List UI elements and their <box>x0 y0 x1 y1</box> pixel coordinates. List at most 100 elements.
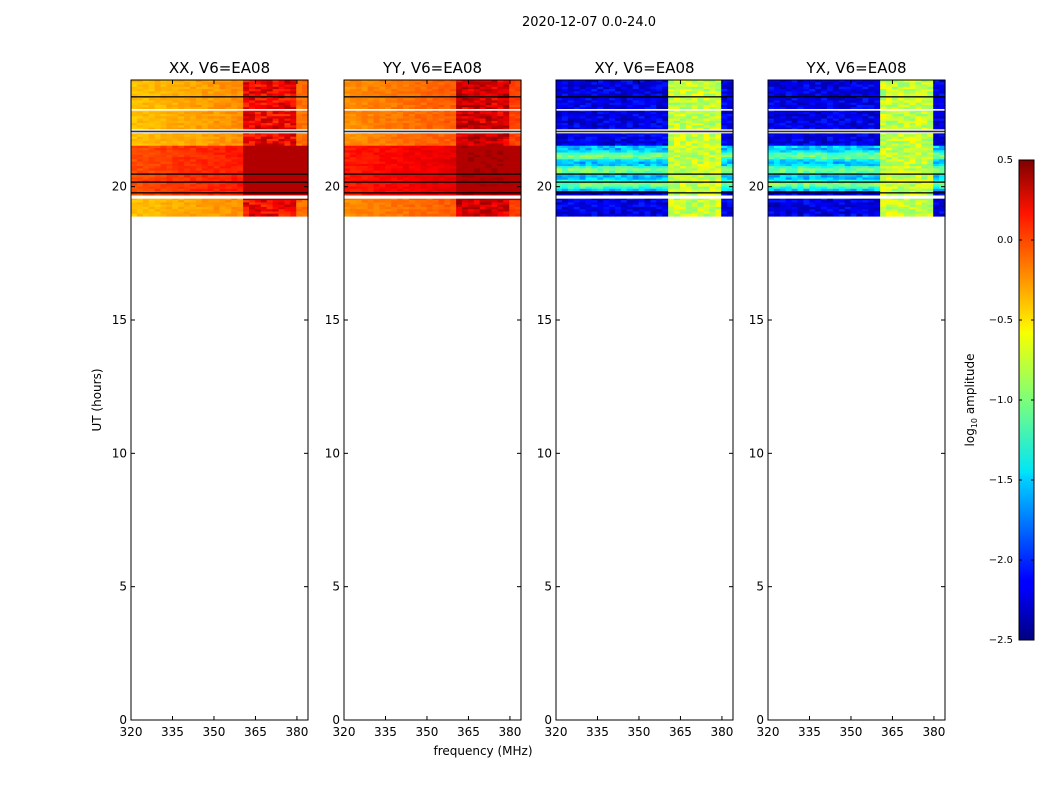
heatmap-cell <box>290 125 297 129</box>
heatmap-cell <box>184 168 191 172</box>
heatmap-cell <box>213 209 221 213</box>
heatmap-cell <box>609 175 616 179</box>
heatmap-cell <box>260 127 268 131</box>
heatmap-cell <box>219 211 226 215</box>
heatmap-cell <box>272 150 280 154</box>
heatmap-cell <box>160 211 167 215</box>
heatmap-cell <box>620 89 628 92</box>
heatmap-cell <box>432 107 439 111</box>
heatmap-cell <box>160 138 167 142</box>
heatmap-cell <box>260 125 268 129</box>
heatmap-cell <box>195 188 203 192</box>
heatmap-cell <box>567 91 575 95</box>
heatmap-cell <box>567 177 575 181</box>
heatmap-cell <box>391 159 398 163</box>
heatmap-cell <box>397 125 404 129</box>
heatmap-cell <box>385 197 392 201</box>
heatmap-cell <box>450 150 457 154</box>
heatmap-cell <box>567 120 575 124</box>
heatmap-cell <box>367 177 375 181</box>
heatmap-cell <box>278 154 285 158</box>
heatmap-cell <box>172 111 179 115</box>
heatmap-cell <box>344 211 351 215</box>
heatmap-cell <box>656 123 663 126</box>
heatmap-cell <box>284 125 291 129</box>
heatmap-cell <box>367 168 375 172</box>
heatmap-cell <box>237 150 244 154</box>
heatmap-cell <box>379 157 386 160</box>
heatmap-cell <box>131 204 138 208</box>
heatmap-cell <box>674 104 681 108</box>
heatmap-cell <box>497 82 504 86</box>
heatmap-cell <box>420 93 428 97</box>
heatmap-cell <box>674 134 681 138</box>
heatmap-cell <box>231 134 238 138</box>
heatmap-cell <box>414 211 422 215</box>
heatmap-cell <box>284 211 291 215</box>
heatmap-cell <box>373 202 380 206</box>
heatmap-cell <box>367 104 375 108</box>
heatmap-cell <box>184 166 191 169</box>
heatmap-cell <box>438 154 445 158</box>
heatmap-cell <box>302 82 309 86</box>
heatmap-cell <box>284 159 291 163</box>
heatmap-cell <box>231 91 238 95</box>
heatmap-cell <box>266 157 274 160</box>
heatmap-cell <box>503 159 510 163</box>
heatmap-cell <box>444 89 451 92</box>
heatmap-cell <box>567 89 575 92</box>
heatmap-cell <box>632 89 640 92</box>
heatmap-cell <box>349 100 357 104</box>
flagged-row <box>344 109 521 111</box>
heatmap-cell <box>213 80 221 83</box>
heatmap-cell <box>609 132 616 135</box>
heatmap-cell <box>178 209 185 213</box>
heatmap-cell <box>266 197 274 201</box>
heatmap-cell <box>136 184 144 188</box>
heatmap-cell <box>296 204 303 208</box>
heatmap-cell <box>272 161 280 165</box>
heatmap-cell <box>438 91 445 95</box>
heatmap-cell <box>609 177 616 181</box>
heatmap-cell <box>467 186 475 190</box>
heatmap-cell <box>136 186 144 190</box>
heatmap-cell <box>278 211 285 215</box>
heatmap-cell <box>473 152 481 156</box>
heatmap-cell <box>190 136 197 140</box>
heatmap-cell <box>243 188 250 192</box>
heatmap-cell <box>620 161 628 165</box>
heatmap-cell <box>249 186 256 190</box>
heatmap-cell <box>361 136 369 140</box>
heatmap-cell <box>172 163 179 167</box>
heatmap-cell <box>432 89 439 92</box>
heatmap-cell <box>674 86 681 90</box>
heatmap-cell <box>361 91 369 95</box>
panel-title: XX, V6=EA08 <box>169 59 270 77</box>
heatmap-cell <box>585 125 592 129</box>
heatmap-cell <box>166 109 173 113</box>
heatmap-cell <box>685 89 693 92</box>
heatmap-cell <box>703 125 710 129</box>
heatmap-cell <box>154 145 162 149</box>
heatmap-cell <box>385 93 392 97</box>
heatmap-cell <box>403 143 410 147</box>
heatmap-cell <box>432 102 439 106</box>
heatmap-cell <box>201 127 209 131</box>
heatmap-cell <box>225 141 232 145</box>
heatmap-cell <box>426 134 434 138</box>
heatmap-cell <box>420 120 428 124</box>
heatmap-cell <box>561 163 569 167</box>
heatmap-cell <box>391 109 398 113</box>
heatmap-cell <box>727 104 734 108</box>
heatmap-cell <box>615 127 622 131</box>
heatmap-cell <box>136 159 144 163</box>
heatmap-cell <box>644 89 651 92</box>
heatmap-cell <box>515 200 522 203</box>
heatmap-cell <box>432 100 439 104</box>
heatmap-cell <box>349 138 357 142</box>
heatmap-cell <box>573 109 581 113</box>
heatmap-cell <box>166 168 173 172</box>
heatmap-cell <box>367 211 375 215</box>
heatmap-cell <box>391 86 398 90</box>
